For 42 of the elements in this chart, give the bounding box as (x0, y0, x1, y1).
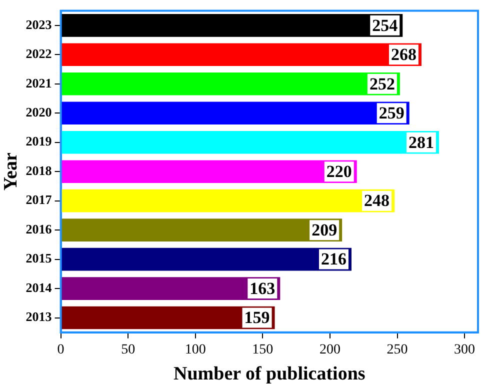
bar (61, 160, 357, 183)
x-tick-label: 100 (184, 342, 206, 358)
y-tick-label: 2021 (26, 75, 52, 90)
data-label: 248 (364, 191, 390, 210)
data-label: 252 (369, 74, 395, 94)
x-axis-title: Number of publications (174, 364, 366, 385)
y-tick-label: 2017 (26, 192, 52, 208)
y-tick-label: 2015 (26, 250, 52, 266)
data-label: 281 (408, 132, 434, 152)
x-tick-label: 50 (121, 342, 136, 358)
y-tick-label: 2014 (26, 280, 52, 295)
bar (61, 72, 400, 96)
y-tick-label: 2020 (26, 104, 52, 120)
bar (61, 102, 410, 125)
x-tick-label: 0 (57, 342, 64, 358)
y-tick-label: 2019 (26, 134, 52, 149)
bar (61, 130, 439, 154)
x-tick-label: 250 (386, 342, 408, 358)
data-label: 268 (390, 45, 416, 64)
y-tick-label: 2016 (26, 221, 52, 236)
data-label: 209 (312, 220, 338, 240)
bar (61, 248, 352, 271)
y-tick-label: 2018 (26, 162, 52, 178)
y-axis-title: Year (0, 152, 22, 191)
bar (61, 218, 342, 242)
bar (61, 14, 403, 37)
bar (61, 43, 422, 66)
x-tick-label: 300 (454, 342, 476, 358)
data-label: 159 (244, 308, 270, 328)
data-label: 254 (372, 16, 398, 35)
x-tick-label: 200 (319, 342, 340, 358)
y-tick-label: 2013 (26, 309, 52, 324)
data-label: 259 (378, 104, 404, 123)
bar (61, 277, 280, 300)
data-label: 163 (250, 278, 276, 298)
y-tick-label: 2022 (26, 46, 52, 62)
bar (61, 306, 275, 330)
data-label: 220 (326, 162, 352, 181)
bar (61, 189, 395, 212)
data-label: 216 (320, 250, 346, 269)
x-tick-label: 150 (252, 342, 274, 358)
y-tick-label: 2023 (26, 16, 52, 32)
